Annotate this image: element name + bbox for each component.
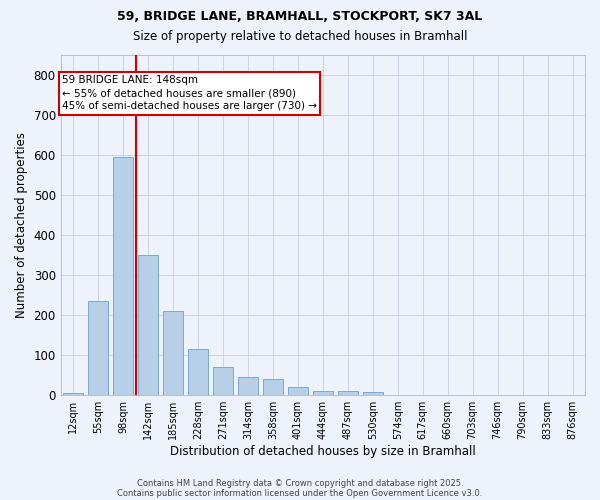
Bar [238,376,258,394]
Bar [288,386,308,394]
Text: Contains HM Land Registry data © Crown copyright and database right 2025.: Contains HM Land Registry data © Crown c… [137,478,463,488]
Bar [213,366,233,394]
Bar [63,392,83,394]
Text: Size of property relative to detached houses in Bramhall: Size of property relative to detached ho… [133,30,467,43]
Bar [113,157,133,394]
X-axis label: Distribution of detached houses by size in Bramhall: Distribution of detached houses by size … [170,444,476,458]
Bar [138,255,158,394]
Text: 59 BRIDGE LANE: 148sqm
← 55% of detached houses are smaller (890)
45% of semi-de: 59 BRIDGE LANE: 148sqm ← 55% of detached… [62,75,317,112]
Bar [163,311,183,394]
Y-axis label: Number of detached properties: Number of detached properties [15,132,28,318]
Bar [188,348,208,395]
Bar [338,390,358,394]
Bar [313,390,333,394]
Bar [363,392,383,394]
Bar [263,378,283,394]
Text: Contains public sector information licensed under the Open Government Licence v3: Contains public sector information licen… [118,488,482,498]
Bar [88,301,108,394]
Text: 59, BRIDGE LANE, BRAMHALL, STOCKPORT, SK7 3AL: 59, BRIDGE LANE, BRAMHALL, STOCKPORT, SK… [118,10,482,23]
